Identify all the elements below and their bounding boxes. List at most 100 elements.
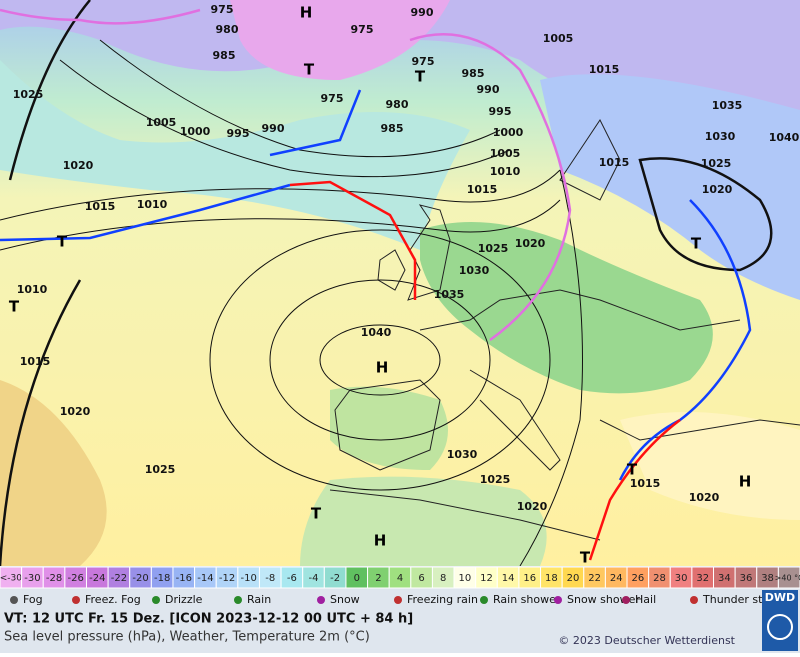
legend-label: Hail	[635, 593, 656, 606]
pressure-label: 1040	[769, 131, 800, 144]
pressure-label: 1015	[20, 355, 51, 368]
scale-label: 12	[480, 573, 493, 584]
pressure-label: 990	[262, 122, 285, 135]
pressure-label: 985	[381, 122, 404, 135]
pressure-system: T	[415, 68, 426, 86]
scale-label: 4	[397, 573, 403, 584]
pressure-label: 1040	[361, 326, 392, 339]
legend-label: Rain	[247, 593, 271, 606]
scale-label: 20	[567, 573, 580, 584]
pressure-label: 1030	[459, 264, 490, 277]
scale-label: 28	[653, 573, 666, 584]
pressure-label: 1005	[490, 147, 521, 160]
scale-label: 38	[761, 573, 774, 584]
pressure-label: 1015	[589, 63, 620, 76]
pressure-label: 995	[489, 105, 512, 118]
pressure-label: 1035	[434, 288, 465, 301]
legend-symbol	[480, 596, 488, 604]
scale-label: 0	[354, 573, 360, 584]
legend-symbol	[690, 596, 698, 604]
scale-label: -24	[89, 573, 105, 584]
pressure-label: 1025	[13, 88, 44, 101]
scale-label: 8	[440, 573, 446, 584]
legend-symbol	[72, 596, 80, 604]
pressure-label: 1015	[630, 477, 661, 490]
pressure-label: 1000	[493, 126, 524, 139]
pressure-label: 1005	[543, 32, 574, 45]
legend-label: Snow shower	[567, 593, 640, 606]
scale-label: -6	[287, 573, 297, 584]
description: Sea level pressure (hPa), Weather, Tempe…	[4, 630, 370, 645]
scale-label: -28	[46, 573, 62, 584]
legend-symbol	[10, 596, 18, 604]
map: 975 980 985 990 975 975 985 990 975 980 985 990 995 1…	[0, 0, 800, 567]
pressure-label: 980	[216, 23, 239, 36]
pressure-label: 1025	[480, 473, 511, 486]
pressure-system: T	[57, 233, 68, 251]
pressure-label: 1020	[515, 237, 546, 250]
scale-label: -8	[265, 573, 275, 584]
logo-box	[762, 590, 798, 651]
pressure-label: 975	[351, 23, 374, 36]
logo: DWD	[765, 591, 795, 604]
scale-label: -10	[240, 573, 256, 584]
scale-label: 36	[740, 573, 753, 584]
pressure-label: 1020	[60, 405, 91, 418]
scale-label: -26	[68, 573, 84, 584]
pressure-label: 1010	[17, 283, 48, 296]
pressure-label: 1005	[146, 116, 177, 129]
pressure-label: 1000	[180, 125, 211, 138]
pressure-label: 1010	[137, 198, 168, 211]
pressure-label: 1015	[467, 183, 498, 196]
pressure-label: 1020	[63, 159, 94, 172]
pressure-system: T	[9, 298, 20, 316]
scale-label: 22	[588, 573, 601, 584]
pressure-label: 975	[321, 92, 344, 105]
scale-label: 26	[631, 573, 644, 584]
pressure-label: 990	[411, 6, 434, 19]
pressure-system: T	[580, 549, 591, 567]
scale-label: >40 °C	[775, 574, 800, 583]
legend-label: Drizzle	[165, 593, 203, 606]
pressure-system: T	[304, 61, 315, 79]
pressure-label: 1015	[599, 156, 630, 169]
legend-label: Snow	[330, 593, 360, 606]
scale-label: -18	[154, 573, 170, 584]
pressure-label: 985	[462, 67, 485, 80]
scale-label: -14	[197, 573, 213, 584]
pressure-label: 1025	[701, 157, 732, 170]
pressure-label: 1030	[705, 130, 736, 143]
pressure-system: H	[376, 359, 389, 377]
scale-label: 30	[675, 573, 688, 584]
scale-label: -20	[132, 573, 148, 584]
valid-time: VT: 12 UTC Fr. 15 Dez. [ICON 2023-12-12 …	[4, 612, 413, 627]
pressure-label: 990	[477, 83, 500, 96]
legend-symbol	[622, 596, 630, 604]
pressure-label: 1020	[689, 491, 720, 504]
pressure-system: H	[300, 4, 313, 22]
scale-label: -22	[111, 573, 127, 584]
pressure-label: 1020	[517, 500, 548, 513]
pressure-label: 975	[211, 3, 234, 16]
legend-symbol	[554, 596, 562, 604]
pressure-label: 1025	[145, 463, 176, 476]
pressure-label: 985	[213, 49, 236, 62]
logo-icon	[767, 614, 793, 640]
scale-label: -30	[24, 573, 40, 584]
legend-label: Rain shower	[493, 593, 561, 606]
scale-label: -2	[330, 573, 340, 584]
scale-label: -12	[219, 573, 235, 584]
legend-label: Freez. Fog	[85, 593, 141, 606]
scale-label: <-30	[0, 574, 22, 584]
pressure-label: 1010	[490, 165, 521, 178]
legend-symbol	[152, 596, 160, 604]
pressure-label: 980	[386, 98, 409, 111]
scale-label: 34	[718, 573, 731, 584]
copyright: © 2023 Deutscher Wetterdienst	[558, 634, 735, 647]
pressure-system: T	[627, 461, 638, 479]
pressure-system: T	[311, 505, 322, 523]
legend-label: Fog	[23, 593, 43, 606]
scale-label: 6	[418, 573, 424, 584]
pressure-label: 1025	[478, 242, 509, 255]
